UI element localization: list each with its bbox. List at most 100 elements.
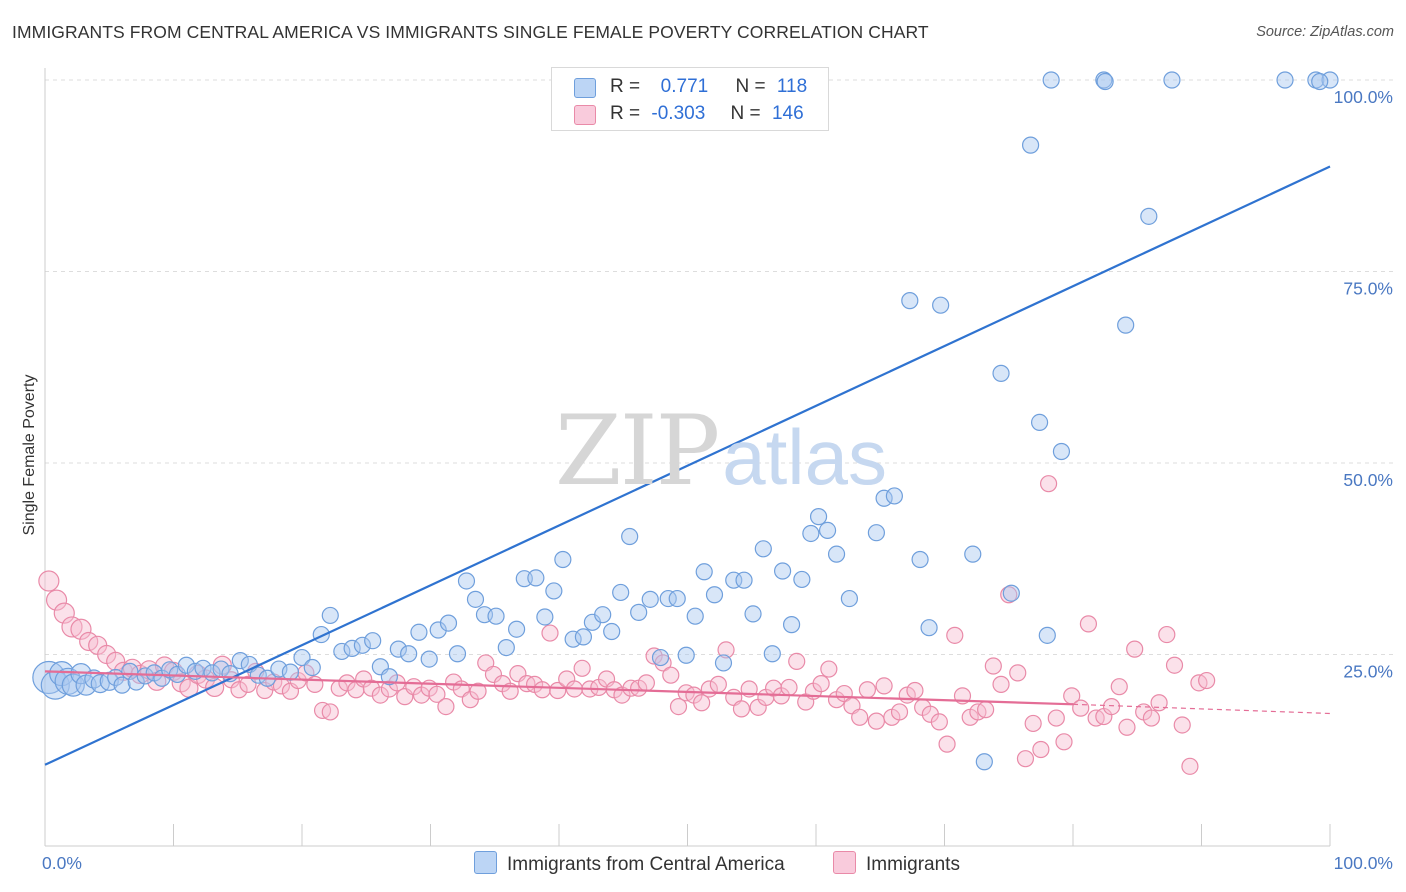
point-central-america: [448, 645, 467, 663]
point-central-america: [564, 630, 582, 648]
point-immigrants: [1150, 694, 1168, 712]
point-immigrants: [1198, 671, 1216, 690]
legend-r-label: R =: [610, 76, 641, 97]
point-central-america: [911, 550, 929, 569]
point-immigrants: [70, 618, 92, 640]
point-central-america: [651, 648, 670, 667]
point-immigrants: [938, 735, 956, 753]
point-central-america: [612, 583, 630, 602]
axes: [44, 68, 1331, 847]
point-immigrants: [1102, 697, 1121, 716]
point-central-america: [705, 586, 724, 604]
point-central-america: [901, 292, 919, 310]
point-immigrants: [437, 697, 455, 716]
point-central-america: [1140, 207, 1158, 225]
y-tick-label: 75.0%: [1343, 279, 1393, 299]
point-central-america: [594, 606, 612, 624]
point-immigrants: [780, 678, 798, 697]
point-central-america: [630, 603, 648, 621]
point-immigrants: [1039, 475, 1058, 493]
point-central-america: [603, 622, 621, 641]
point-immigrants: [1047, 709, 1065, 727]
stats-legend: R = 0.771 N = 118 R = -0.303 N = 146: [551, 67, 829, 131]
point-central-america: [1038, 626, 1056, 644]
point-central-america: [574, 628, 593, 646]
point-immigrants: [1181, 757, 1199, 775]
point-immigrants: [469, 682, 487, 700]
point-immigrants: [906, 681, 924, 700]
point-central-america: [1052, 442, 1071, 461]
point-central-america: [333, 642, 351, 661]
point-central-america: [497, 639, 515, 657]
legend-n-label: N =: [735, 76, 766, 97]
point-immigrants: [533, 681, 551, 699]
point-central-america: [695, 563, 713, 581]
legend-r-value: 0.771: [655, 76, 709, 97]
point-immigrants: [362, 679, 380, 697]
point-immigrants: [946, 626, 964, 644]
point-immigrants: [645, 647, 663, 665]
point-central-america: [61, 673, 85, 697]
point-central-america: [677, 646, 695, 664]
chart-title: IMMIGRANTS FROM CENTRAL AMERICA VS IMMIG…: [12, 22, 929, 42]
point-central-america: [621, 527, 639, 546]
bottom-legend-central-america: Immigrants from Central America: [474, 851, 785, 876]
point-immigrants: [484, 665, 503, 684]
point-central-america: [641, 590, 659, 608]
point-central-america: [1030, 413, 1049, 432]
point-immigrants: [709, 675, 727, 693]
point-immigrants: [890, 703, 909, 721]
point-central-america: [818, 521, 837, 540]
series-immigrants-points: [38, 475, 1216, 775]
point-immigrants: [732, 700, 751, 718]
point-central-america: [231, 652, 249, 670]
point-central-america: [136, 667, 154, 685]
point-central-america: [793, 570, 811, 589]
point-central-america: [885, 487, 903, 505]
point-immigrants: [541, 624, 559, 642]
point-immigrants: [549, 681, 567, 700]
point-immigrants: [1165, 656, 1184, 674]
point-central-america: [303, 658, 321, 677]
legend-swatch-blue: [574, 78, 596, 98]
point-immigrants: [321, 703, 339, 721]
tick-labels: 25.0% 50.0% 75.0% 100.0% 0.0% 100.0%: [42, 87, 1393, 873]
point-central-america: [527, 569, 545, 587]
legend-n-value: 146: [771, 103, 804, 124]
point-central-america: [1042, 71, 1060, 89]
point-central-america: [932, 296, 950, 314]
point-central-america: [1117, 316, 1135, 334]
point-immigrants: [867, 712, 885, 730]
point-central-america: [281, 663, 300, 681]
point-immigrants: [38, 570, 60, 592]
y-tick-label: 100.0%: [1334, 87, 1393, 107]
point-central-america: [992, 364, 1010, 382]
point-central-america: [920, 619, 938, 637]
point-central-america: [1096, 72, 1114, 91]
point-central-america: [964, 545, 982, 563]
point-central-america: [466, 590, 485, 608]
point-central-america: [782, 616, 801, 634]
point-immigrants: [1158, 625, 1176, 644]
bottom-legend-label-immigrants: Immigrants: [866, 854, 960, 875]
point-central-america: [380, 668, 398, 686]
point-central-america: [840, 589, 859, 608]
point-central-america: [389, 640, 407, 658]
trendline-immigrants: [44, 670, 1074, 706]
point-central-america: [507, 620, 526, 638]
series-central-america-points: [32, 71, 1339, 771]
point-immigrants: [1032, 740, 1050, 759]
point-central-america: [1276, 71, 1294, 89]
point-immigrants: [992, 675, 1010, 693]
y-tick-label: 50.0%: [1343, 470, 1393, 490]
point-immigrants: [930, 713, 948, 731]
point-immigrants: [1126, 640, 1144, 658]
trendline-immigrants-extension: [1072, 703, 1331, 715]
point-central-america: [429, 621, 447, 639]
point-central-america: [420, 650, 438, 668]
point-immigrants: [812, 675, 830, 693]
point-central-america: [686, 607, 704, 625]
point-immigrants: [205, 677, 225, 698]
point-immigrants: [1072, 699, 1090, 717]
